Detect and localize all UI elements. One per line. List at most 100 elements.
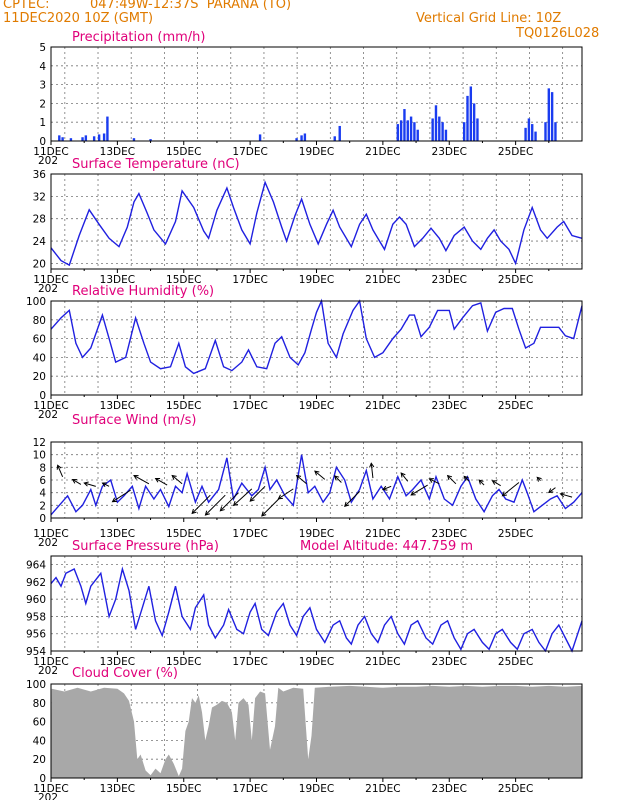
wind-wind-arrow [410, 484, 428, 496]
precip-ytick-label: 1 [39, 117, 46, 129]
temp-ytick-label: 36 [33, 169, 47, 181]
temp-frame [50, 173, 583, 270]
cloud-ytick-label: 60 [33, 717, 46, 729]
wind-wind-arrow [502, 482, 520, 497]
wind-ytick-label: 4 [39, 488, 46, 500]
precip-xtick-label: 17DEC [232, 146, 267, 158]
rh-series-line [50, 298, 583, 375]
temp-xtick-label: 11DEC [33, 274, 68, 286]
cloud-area [51, 685, 582, 778]
wind-year-stub: 202 [38, 537, 58, 549]
pres-series-line [50, 566, 583, 653]
precip-bar [396, 124, 400, 141]
cloud-ytick-label: 80 [33, 698, 46, 710]
temp-xtick-label: 15DEC [166, 274, 201, 286]
precip-bar [441, 122, 444, 141]
wind-wind-arrow [344, 491, 360, 507]
wind-xtick-label: 13DEC [100, 528, 135, 540]
pres-xtick-label: 15DEC [166, 656, 201, 668]
wind-wind-arrowhead [171, 474, 177, 480]
precip-bar [69, 138, 73, 141]
rh-xtick-label: 19DEC [299, 400, 334, 412]
wind-wind-arrow [334, 475, 342, 483]
wind-xtick-label: 25DEC [498, 528, 533, 540]
wind-wind-arrow [370, 463, 374, 479]
header-datetime: 11DEC2020 10Z (GMT) [3, 11, 154, 26]
cloud-xtick-label: 21DEC [365, 783, 400, 795]
precip-xtick-label: 25DEC [498, 146, 533, 158]
cloud-xtick-label: 19DEC [299, 783, 334, 795]
wind-xtick-label: 15DEC [166, 528, 201, 540]
precip-bar [406, 120, 409, 141]
wind-wind-arrowhead [548, 488, 554, 494]
wind-wind-arrowhead [410, 490, 416, 496]
cloud-title: Cloud Cover (%) [72, 666, 178, 681]
precip-bar [466, 95, 469, 141]
wind-wind-arrowhead [334, 475, 340, 481]
cloud-xtick-label: 13DEC [100, 783, 135, 795]
pres-ytick-label: 964 [26, 560, 46, 572]
cloud-xtick-label: 25DEC [498, 783, 533, 795]
precip-bar [102, 133, 106, 141]
precip-bar [81, 137, 84, 141]
wind-wind-arrow [72, 479, 82, 485]
wind-title: Surface Wind (m/s) [72, 413, 196, 428]
wind-wind-arrow [261, 497, 281, 517]
wind-wind-arrow [249, 485, 266, 502]
wind-wind-arrowhead [204, 510, 210, 516]
wind-wind-arrow [560, 493, 573, 498]
wind-wind-arrowhead [295, 474, 302, 480]
cloud-ytick-label: 0 [39, 773, 46, 785]
rh-ytick-label: 0 [39, 390, 46, 402]
wind-wind-arrow [382, 485, 392, 491]
pres-xtick-label: 11DEC [33, 656, 68, 668]
wind-series-line [50, 454, 583, 516]
precip-xtick-label: 15DEC [166, 146, 201, 158]
wind-wind-arrowhead [219, 506, 225, 512]
wind-wind-arrow [233, 488, 253, 506]
wind-wind-arrowhead [501, 491, 507, 497]
precip-bar [476, 118, 479, 141]
rh-xtick-label: 25DEC [498, 400, 533, 412]
pres-xtick-label: 13DEC [100, 656, 135, 668]
wind-wind-arrow [171, 475, 183, 485]
wind-wind-arrowhead [133, 475, 139, 480]
wind-wind-arrow [220, 492, 239, 512]
precip-bar [524, 127, 527, 141]
wind-wind-arrowhead [71, 478, 78, 484]
wind-wind-arrowhead [381, 485, 388, 491]
rh-xtick-label: 23DEC [432, 400, 467, 412]
wind-wind-arrow [463, 475, 470, 482]
wind-xtick-label: 17DEC [232, 528, 267, 540]
pres-xtick-label: 17DEC [232, 656, 267, 668]
wind-wind-arrow [296, 475, 307, 485]
wind-wind-arrow [57, 465, 64, 478]
rh-ytick-label: 40 [33, 352, 46, 364]
cloud-ytick-label: 100 [26, 679, 46, 691]
wind-wind-arrow [400, 472, 409, 482]
precip-bar [106, 116, 109, 141]
wind-ytick-label: 10 [33, 450, 46, 462]
precip-bar [399, 120, 403, 141]
pres-ytick-label: 954 [26, 646, 46, 658]
cloud-ytick-label: 40 [33, 735, 46, 747]
rh-frame [50, 300, 583, 396]
wind-wind-arrowhead [249, 496, 255, 502]
temp-xtick-label: 17DEC [232, 274, 267, 286]
rh-ytick-label: 60 [33, 334, 46, 346]
header-source: CPTEC: [3, 0, 50, 12]
wind-wind-arrow [84, 482, 96, 487]
wind-ytick-label: 6 [39, 475, 46, 487]
pres-xtick-label: 23DEC [432, 656, 467, 668]
precip-year-stub: 202 [38, 155, 58, 167]
precip-bar [438, 116, 441, 141]
precip-bar [295, 138, 298, 141]
precip-ytick-label: 5 [39, 42, 46, 54]
wind-wind-arrow [492, 480, 501, 487]
precip-bar [132, 138, 136, 141]
wind-ytick-label: 2 [39, 500, 46, 512]
wind-wind-arrowhead [191, 508, 197, 515]
pres-title: Surface Pressure (hPa) [72, 539, 219, 554]
rh-xtick-label: 15DEC [166, 400, 201, 412]
wind-wind-arrow [478, 479, 485, 486]
